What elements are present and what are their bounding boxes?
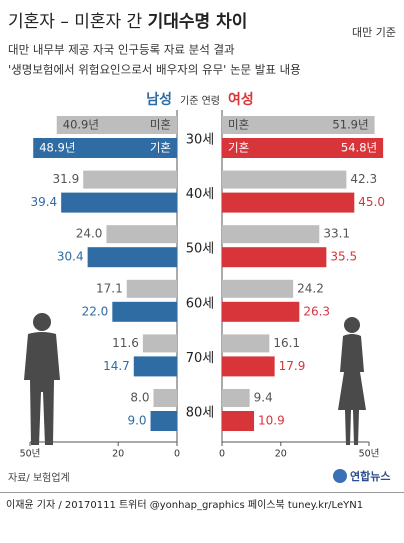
value-label: 39.4: [30, 195, 57, 209]
bar: [126, 279, 177, 298]
subtitle: '생명보험에서 위험요인으로서 배우자의 유무' 논문 발표 내용: [8, 63, 301, 77]
value-label: 10.9: [258, 414, 285, 428]
bar: [56, 116, 178, 134]
age-label: 80세: [186, 406, 215, 421]
bar: [33, 138, 177, 158]
value-label: 54.8년: [341, 141, 377, 155]
age-label: 30세: [186, 133, 215, 148]
value-label: 42.3: [350, 172, 377, 186]
x-tick-label: 50년: [359, 449, 380, 460]
footer: 이재윤 기자 / 20170111 트위터 @yonhap_graphics 페…: [6, 498, 363, 511]
bar: [61, 192, 177, 213]
bar: [112, 301, 177, 322]
value-label: 35.5: [330, 250, 357, 264]
separator: [0, 492, 404, 493]
title: 기혼자 – 미혼자 간 기대수명 차이: [8, 12, 247, 32]
value-label: 26.3: [303, 304, 330, 318]
series-label: 기혼: [228, 141, 249, 155]
value-label: 16.1: [273, 336, 300, 350]
value-label: 45.0: [358, 195, 385, 209]
x-tick-label: 20: [275, 449, 287, 460]
male-header: 남성: [146, 91, 172, 108]
bar: [222, 138, 384, 158]
value-label: 48.9년: [39, 141, 75, 155]
logo-icon: [333, 469, 347, 483]
bar: [133, 356, 177, 377]
source: 자료/ 보험업계: [8, 471, 70, 484]
x-tick-label: 0: [219, 449, 225, 460]
age-label: 50세: [186, 242, 215, 257]
x-tick-label: 20: [112, 449, 124, 460]
value-label: 8.0: [130, 391, 149, 405]
bar: [142, 334, 177, 353]
value-label: 22.0: [82, 304, 109, 318]
value-label: 24.0: [76, 227, 103, 241]
bar: [222, 247, 327, 268]
bar: [222, 411, 255, 431]
bar: [222, 170, 347, 189]
age-label: 40세: [186, 187, 215, 202]
bar: [83, 170, 177, 189]
value-label: 17.9: [279, 359, 306, 373]
value-label: 9.0: [127, 414, 146, 428]
bar: [153, 389, 177, 407]
value-label: 14.7: [103, 359, 130, 373]
subtitle: 대만 내무부 제공 자국 인구등록 자료 분석 결과: [8, 43, 235, 57]
male-silhouette: [24, 313, 60, 445]
bar: [222, 356, 275, 377]
value-label: 33.1: [323, 227, 350, 241]
center-label: 기준 연령: [180, 95, 220, 107]
title-regular: 기혼자 – 미혼자 간: [8, 12, 148, 32]
bar: [222, 301, 300, 322]
series-label: 미혼: [228, 118, 249, 132]
bar: [222, 334, 270, 353]
value-label: 11.6: [112, 336, 139, 350]
bar: [222, 279, 294, 298]
note: 대만 기준: [352, 26, 396, 39]
bar: [222, 192, 355, 213]
title-bold: 기대수명 차이: [148, 12, 248, 32]
value-label: 24.2: [297, 281, 324, 295]
value-label: 30.4: [57, 250, 84, 264]
bar: [222, 116, 375, 134]
bar: [87, 247, 177, 268]
value-label: 9.4: [254, 391, 273, 405]
bar: [106, 225, 177, 244]
female-header: 여성: [228, 91, 254, 108]
logo: 연합뉴스: [350, 469, 390, 483]
age-label: 60세: [186, 296, 215, 311]
series-label: 기혼: [150, 141, 171, 155]
bar: [222, 389, 250, 407]
series-label: 미혼: [150, 118, 171, 132]
bar: [222, 225, 320, 244]
value-label: 17.1: [96, 281, 123, 295]
value-label: 51.9년: [332, 118, 368, 132]
x-tick-label: 0: [174, 449, 180, 460]
value-label: 31.9: [52, 172, 79, 186]
age-label: 70세: [186, 351, 215, 366]
x-tick-label: 50년: [20, 449, 41, 460]
bar: [150, 411, 177, 431]
female-silhouette: [338, 317, 366, 445]
value-label: 40.9년: [63, 118, 99, 132]
